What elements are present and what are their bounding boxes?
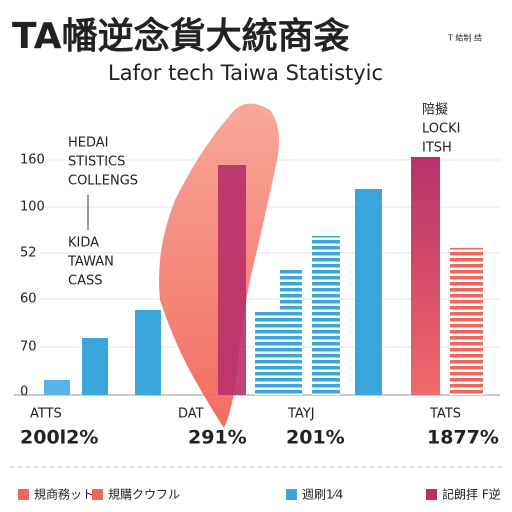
note-line: ITSH	[422, 141, 452, 156]
axis-label: 160	[20, 153, 45, 168]
badge: T 結制 结	[447, 33, 482, 43]
note-line: COLLENGS	[68, 174, 138, 189]
group-label: TAYJ	[287, 407, 315, 422]
legend-swatch	[18, 489, 29, 500]
bars	[44, 103, 483, 429]
note-line: KIDA	[68, 236, 99, 251]
legend-label: 規商務ット	[34, 487, 94, 502]
legend-swatch	[286, 489, 297, 500]
legend-swatch	[426, 489, 437, 500]
legend-swatch	[92, 489, 103, 500]
axis-label: 0	[20, 385, 28, 400]
title: TA幡逆念貨大統商衾	[12, 15, 351, 57]
group-label: ATTS	[30, 407, 62, 422]
note-line: CASS	[68, 274, 102, 289]
axis-label: 52	[20, 246, 37, 261]
axis-label: 60	[20, 292, 37, 307]
legend-label: 記朗拝 F逆	[442, 487, 501, 502]
legend-label: 規購クウフル	[108, 487, 180, 502]
group-label: DAT	[178, 407, 204, 422]
legend-label: 週刷1⁄4	[302, 488, 343, 502]
group-value: 200l2%	[20, 427, 98, 449]
note-line: STISTICS	[68, 155, 125, 170]
group-label: TATS	[429, 407, 461, 422]
subtitle: Lafor tech Taiwa Statistyic	[108, 61, 383, 85]
note-line: TAWAN	[67, 255, 114, 270]
note-line: LOCKI	[422, 122, 460, 137]
note-line: HEDAI	[68, 136, 109, 151]
group-value: 291%	[188, 427, 247, 449]
group-value: 1877%	[427, 427, 499, 449]
axis-label: 100	[20, 200, 45, 215]
group-value: 201%	[286, 427, 345, 449]
axis-label: 70	[20, 340, 37, 355]
note-line: 陪擬	[422, 102, 448, 118]
